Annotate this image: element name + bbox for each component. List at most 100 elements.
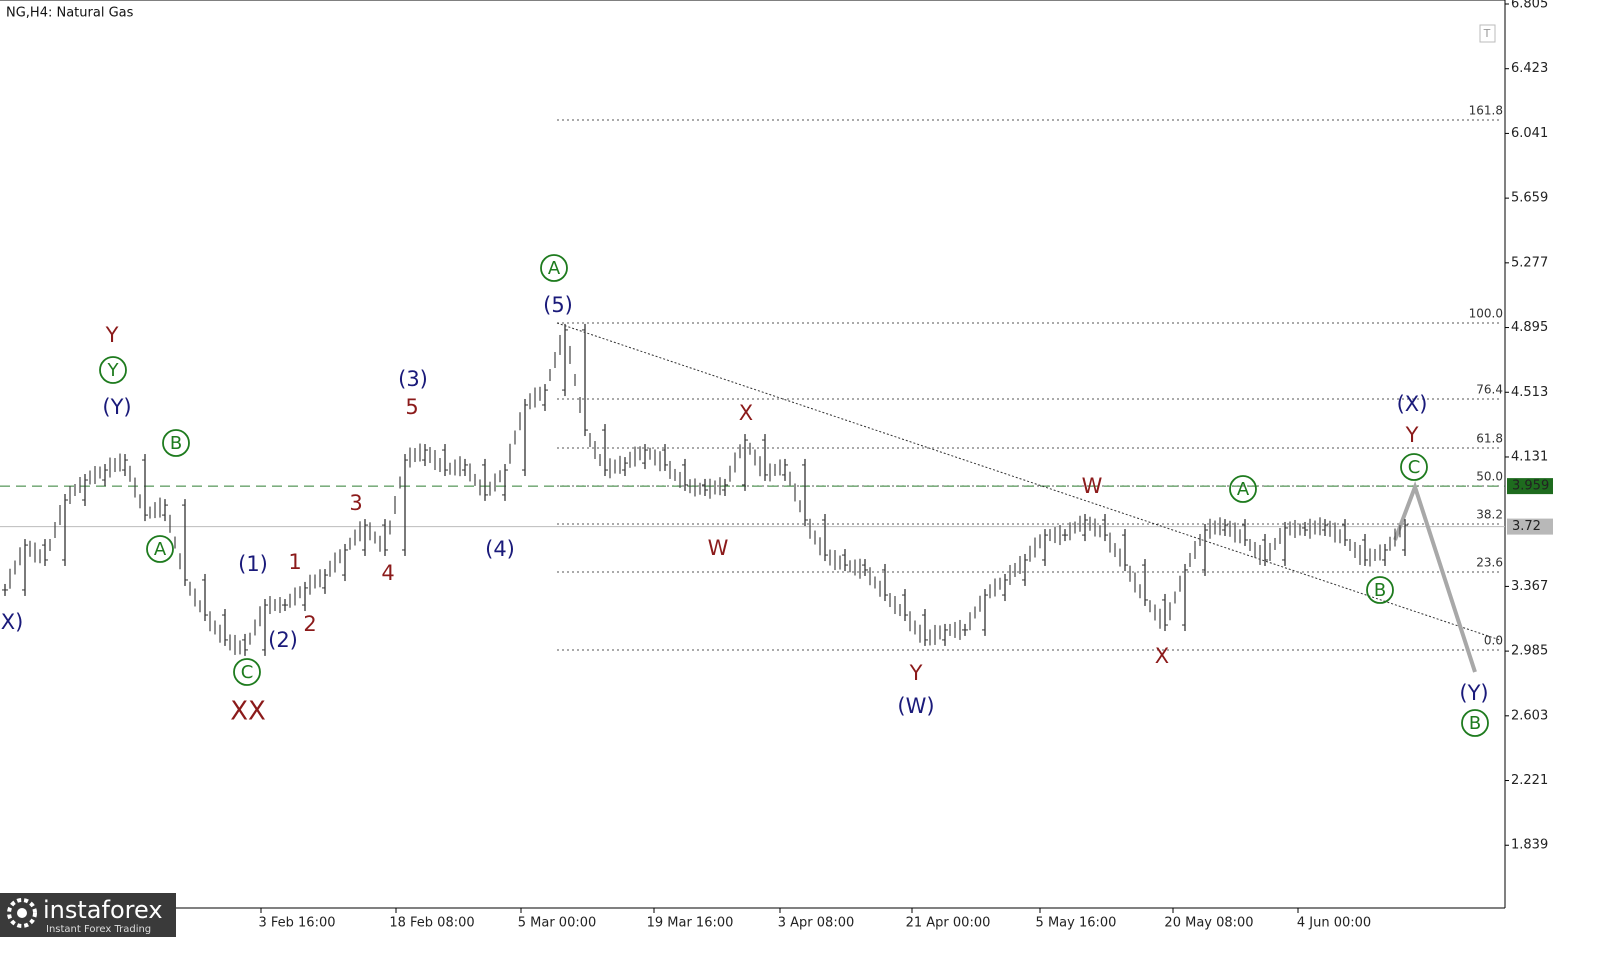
toolbar-icon[interactable] [1479, 24, 1496, 43]
fib-level-label: 100.0 [1469, 307, 1503, 321]
price-bar [229, 633, 248, 656]
price-tick-label: 3.367 [1511, 579, 1548, 594]
fib-level-label: 61.8 [1476, 432, 1503, 446]
price-tick-label: 6.041 [1511, 126, 1548, 141]
wave-label: (4) [485, 537, 515, 561]
price-bar [829, 549, 848, 572]
wave-label: W [1082, 474, 1103, 498]
wave-label: Y [105, 323, 119, 347]
price-bar [709, 477, 728, 499]
price-bar [29, 539, 48, 566]
toolbar-icon-glyph: T [1483, 27, 1491, 40]
wave-label: (W) [897, 694, 934, 718]
time-tick-label: 18 Feb 08:00 [389, 916, 474, 931]
wave-label: X) [1, 610, 24, 634]
projection-path [1393, 480, 1477, 673]
wave-label: 3 [349, 491, 362, 515]
price-bar [1189, 523, 1208, 576]
price-badge-label: 3.72 [1512, 519, 1541, 534]
price-tick-label: 6.805 [1511, 0, 1548, 12]
wave-label: (2) [268, 628, 298, 652]
price-bar [1309, 517, 1328, 539]
wave-label: (5) [543, 293, 573, 317]
price-bar [449, 456, 468, 477]
price-bar [49, 494, 68, 566]
wave-label: (3) [398, 367, 428, 391]
wave-label: B [1374, 580, 1386, 601]
symbol-title: NG,H4: Natural Gas [6, 6, 134, 21]
wave-label: (Y) [1459, 681, 1488, 705]
price-bar [1129, 559, 1148, 606]
wave-labels: X)YY(Y)BACXX(1)(2)12345(3)(4)A(5)XWY(W)W… [1, 254, 1489, 737]
price-bar [1109, 529, 1128, 572]
price-bar [69, 474, 88, 507]
price-bar [1289, 519, 1308, 538]
time-tick-label: 21 Apr 00:00 [906, 916, 991, 931]
wave-circle [1400, 453, 1428, 481]
fib-level-label: 0.0 [1484, 634, 1503, 648]
wave-label: A [548, 258, 561, 279]
price-bar [209, 609, 228, 646]
price-badge [1507, 518, 1553, 535]
wave-circle [146, 535, 174, 563]
price-bar [469, 458, 488, 501]
price-bar [669, 458, 688, 491]
price-bar [189, 573, 208, 622]
price-bar [929, 623, 948, 646]
price-bar [149, 497, 168, 522]
price-bar [89, 464, 108, 487]
price-bar [789, 458, 808, 526]
wave-label: X [739, 401, 753, 425]
watermark-brand: instaforex [43, 896, 163, 924]
wave-label: 5 [405, 395, 418, 419]
price-bar [249, 599, 268, 656]
price-bar [289, 581, 308, 612]
wave-label: XX [230, 697, 266, 727]
price-tick-label: 2.221 [1511, 773, 1548, 788]
wave-circle [1366, 576, 1394, 604]
wave-label: C [1408, 457, 1421, 478]
price-bar [809, 513, 828, 562]
fib-level-label: 23.6 [1476, 556, 1503, 570]
wave-label: (X) [1397, 392, 1428, 416]
price-bar [309, 569, 328, 595]
wave-circle [1229, 475, 1257, 503]
price-badge [1507, 478, 1553, 495]
price-bar [109, 453, 128, 478]
price-bar [689, 478, 708, 497]
price-bar [409, 443, 428, 468]
price-bar [1369, 543, 1388, 567]
price-bar [1089, 513, 1108, 542]
price-tick-label: 4.513 [1511, 385, 1548, 400]
price-bar [1349, 533, 1368, 566]
price-bar [509, 398, 528, 477]
price-bar [1229, 519, 1248, 546]
price-bar [389, 454, 408, 556]
price-bar [1389, 519, 1408, 556]
drawings: 161.8 100.0 76.4 61.8 50.0 38.2 23.6 0.0 [0, 104, 1505, 673]
wave-label: X [1155, 644, 1169, 668]
price-bar [1009, 553, 1028, 586]
price-tick-label: 5.659 [1511, 191, 1548, 206]
price-bar [649, 444, 668, 472]
price-bar [629, 444, 648, 470]
wave-label: A [1237, 479, 1250, 500]
time-tick-label: 3 Feb 16:00 [258, 916, 335, 931]
price-bar [889, 589, 908, 622]
price-bar [769, 458, 788, 482]
price-bar [729, 434, 748, 491]
wave-circle [99, 356, 127, 384]
watermark-logo-core [17, 908, 27, 918]
price-bars [2, 323, 1408, 656]
wave-label: 4 [381, 561, 394, 585]
price-badge-label: 3.959 [1512, 479, 1549, 494]
trendline [556, 322, 1501, 641]
wave-label: C [241, 662, 254, 683]
price-bar [949, 619, 968, 640]
wave-label: A [154, 539, 167, 560]
wave-label: B [1469, 713, 1481, 734]
price-bar [1269, 521, 1288, 566]
wave-label: (Y) [102, 395, 131, 419]
